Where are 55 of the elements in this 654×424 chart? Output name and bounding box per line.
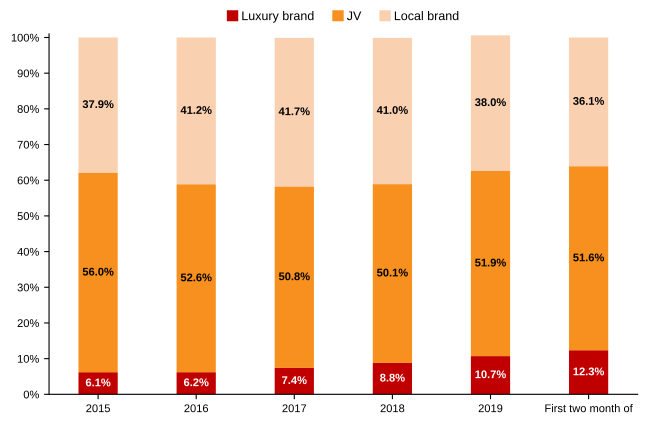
bar: [176, 37, 216, 185]
bar: [372, 184, 412, 363]
data-label: 7.4%: [282, 376, 307, 384]
data-label: 37.9%: [82, 100, 114, 108]
data-label: 51.9%: [475, 258, 506, 267]
data-label: 12.3%: [574, 367, 604, 376]
x-tick-label: 2017: [282, 404, 306, 412]
x-tick-label: 2015: [86, 404, 110, 412]
y-tick-label: 60%: [18, 176, 39, 184]
bar: [176, 184, 216, 372]
y-tick-label: 10%: [18, 354, 39, 363]
data-label: 50.1%: [376, 268, 408, 277]
data-label: 50.8%: [278, 272, 310, 280]
data-label: 41.2%: [180, 106, 212, 114]
legend-label: Local brand: [394, 11, 458, 20]
bar: [78, 37, 118, 173]
bar: [568, 37, 608, 166]
data-label: 38.0%: [475, 98, 506, 106]
bar: [274, 368, 314, 394]
bar: [568, 166, 608, 350]
x-tick-label: 2016: [184, 404, 208, 412]
bar: [78, 172, 118, 373]
x-tick-label: 2018: [380, 404, 404, 412]
legend-label: Luxury brand: [242, 11, 314, 23]
data-label: 6.1%: [86, 378, 110, 386]
y-tick-label: 80%: [18, 105, 39, 113]
bar: [274, 38, 314, 187]
data-label: 56.0%: [82, 268, 114, 276]
y-tick-label: 20%: [18, 319, 39, 328]
y-tick-label: 90%: [18, 69, 39, 78]
y-tick-label: 50%: [18, 212, 39, 220]
bar: [372, 38, 412, 184]
x-tick-label: First two month of: [545, 404, 633, 412]
data-label: 52.6%: [180, 273, 212, 282]
bar: [176, 372, 216, 394]
bar: [470, 35, 510, 171]
data-label: 8.8%: [380, 374, 405, 382]
data-label: 51.6%: [573, 253, 604, 262]
data-label: 10.7%: [475, 370, 506, 378]
y-tick-label: 70%: [18, 140, 39, 149]
data-label: 36.1%: [573, 97, 604, 105]
y-tick-label: 40%: [17, 248, 39, 256]
bar: [372, 362, 412, 394]
x-tick-label: 2019: [478, 404, 502, 412]
bar: [568, 350, 608, 394]
data-label: 6.2%: [184, 378, 209, 386]
y-tick-label: 30%: [18, 284, 39, 292]
bar: [470, 170, 510, 356]
data-label: 41.7%: [278, 107, 310, 116]
data-label: 41.0%: [376, 106, 408, 114]
y-tick-label: 0%: [24, 390, 39, 398]
bar: [274, 186, 314, 368]
y-tick-label: 100%: [12, 34, 39, 42]
bar: [470, 356, 510, 394]
legend-label: JV: [346, 11, 362, 20]
